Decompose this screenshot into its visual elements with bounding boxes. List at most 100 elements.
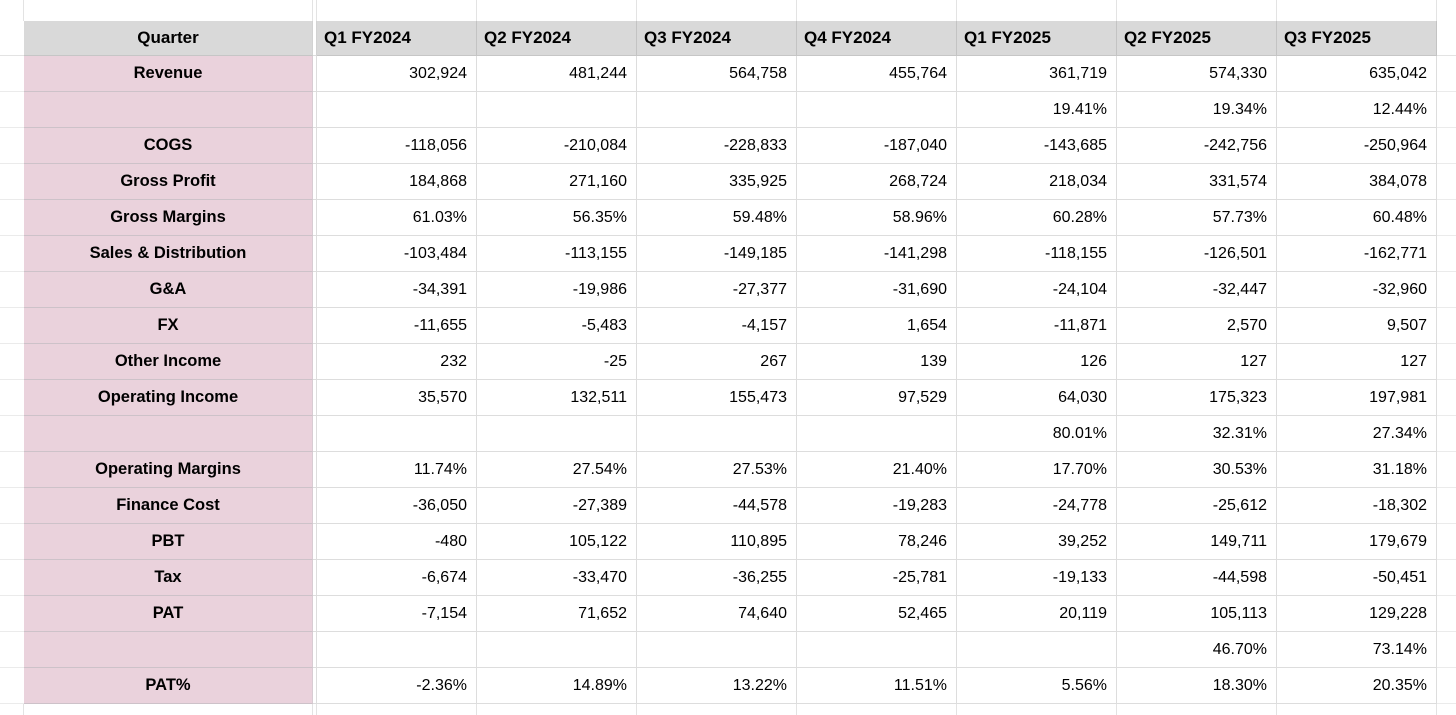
cell-sales-distribution-q2-fy2025[interactable]: -126,501 [1117, 236, 1277, 272]
cell-operating-income-q2-fy2025[interactable]: 175,323 [1117, 380, 1277, 416]
cell-g-a-q2-fy2025[interactable]: -32,447 [1117, 272, 1277, 308]
cell-revenue-q4-fy2024[interactable]: 455,764 [797, 56, 957, 92]
cell-finance-cost-q3-fy2024[interactable]: -44,578 [637, 488, 797, 524]
cell-pat-q2-fy2024[interactable]: 14.89% [477, 668, 637, 704]
cell-cogs-q1-fy2024[interactable]: -118,056 [317, 128, 477, 164]
cell-revenue-q1-fy2025[interactable]: 361,719 [957, 56, 1117, 92]
cell-blank-q3-fy2024[interactable] [637, 632, 797, 668]
cell-gross-margins-q1-fy2024[interactable]: 61.03% [317, 200, 477, 236]
cell-cogs-q3-fy2025[interactable]: -250,964 [1277, 128, 1437, 164]
header-cell-q3-fy2024[interactable]: Q3 FY2024 [637, 21, 797, 56]
cell-gross-profit-q3-fy2025[interactable]: 384,078 [1277, 164, 1437, 200]
cell-pat-q3-fy2024[interactable]: 13.22% [637, 668, 797, 704]
cell-fx-q3-fy2025[interactable]: 9,507 [1277, 308, 1437, 344]
cell-other-income-q4-fy2024[interactable]: 139 [797, 344, 957, 380]
cell-cogs-q2-fy2025[interactable]: -242,756 [1117, 128, 1277, 164]
cell-finance-cost-q3-fy2025[interactable]: -18,302 [1277, 488, 1437, 524]
cell-operating-margins-q3-fy2024[interactable]: 27.53% [637, 452, 797, 488]
cell-other-income-q1-fy2025[interactable]: 126 [957, 344, 1117, 380]
cell-other-income-q2-fy2024[interactable]: -25 [477, 344, 637, 380]
cell-blank-q2-fy2025[interactable]: 32.31% [1117, 416, 1277, 452]
row-label-gross-margins[interactable]: Gross Margins [24, 200, 313, 236]
cell-finance-cost-q1-fy2025[interactable]: -24,778 [957, 488, 1117, 524]
cell-pbt-q3-fy2025[interactable]: 179,679 [1277, 524, 1437, 560]
header-cell-quarter[interactable]: Quarter [24, 21, 313, 56]
cell-g-a-q1-fy2024[interactable]: -34,391 [317, 272, 477, 308]
row-label-pbt[interactable]: PBT [24, 524, 313, 560]
cell-sales-distribution-q1-fy2024[interactable]: -103,484 [317, 236, 477, 272]
cell-pbt-q3-fy2024[interactable]: 110,895 [637, 524, 797, 560]
cell-cogs-q2-fy2024[interactable]: -210,084 [477, 128, 637, 164]
cell-operating-margins-q1-fy2024[interactable]: 11.74% [317, 452, 477, 488]
cell-blank-q1-fy2025[interactable]: 80.01% [957, 416, 1117, 452]
cell-tax-q3-fy2025[interactable]: -50,451 [1277, 560, 1437, 596]
cell-tax-q2-fy2025[interactable]: -44,598 [1117, 560, 1277, 596]
cell-blank-q4-fy2024[interactable] [797, 416, 957, 452]
cell-pat-q2-fy2025[interactable]: 105,113 [1117, 596, 1277, 632]
cell-cogs-q4-fy2024[interactable]: -187,040 [797, 128, 957, 164]
cell-revenue-q3-fy2024[interactable]: 564,758 [637, 56, 797, 92]
cell-fx-q1-fy2024[interactable]: -11,655 [317, 308, 477, 344]
header-cell-q1-fy2024[interactable]: Q1 FY2024 [317, 21, 477, 56]
cell-blank-q3-fy2024[interactable] [637, 416, 797, 452]
cell-blank-q3-fy2025[interactable]: 27.34% [1277, 416, 1437, 452]
cell-g-a-q4-fy2024[interactable]: -31,690 [797, 272, 957, 308]
cell-gross-profit-q1-fy2025[interactable]: 218,034 [957, 164, 1117, 200]
cell-finance-cost-q1-fy2024[interactable]: -36,050 [317, 488, 477, 524]
row-label-revenue[interactable]: Revenue [24, 56, 313, 92]
cell-gross-margins-q1-fy2025[interactable]: 60.28% [957, 200, 1117, 236]
cell-sales-distribution-q1-fy2025[interactable]: -118,155 [957, 236, 1117, 272]
cell-blank-q1-fy2025[interactable] [957, 632, 1117, 668]
cell-operating-margins-q4-fy2024[interactable]: 21.40% [797, 452, 957, 488]
row-label-g-a[interactable]: G&A [24, 272, 313, 308]
cell-g-a-q2-fy2024[interactable]: -19,986 [477, 272, 637, 308]
header-cell-q2-fy2025[interactable]: Q2 FY2025 [1117, 21, 1277, 56]
cell-g-a-q3-fy2025[interactable]: -32,960 [1277, 272, 1437, 308]
cell-finance-cost-q4-fy2024[interactable]: -19,283 [797, 488, 957, 524]
row-label-tax[interactable]: Tax [24, 560, 313, 596]
row-label-other-income[interactable]: Other Income [24, 344, 313, 380]
cell-pat-q4-fy2024[interactable]: 11.51% [797, 668, 957, 704]
cell-sales-distribution-q3-fy2025[interactable]: -162,771 [1277, 236, 1437, 272]
cell-fx-q1-fy2025[interactable]: -11,871 [957, 308, 1117, 344]
cell-gross-margins-q3-fy2024[interactable]: 59.48% [637, 200, 797, 236]
cell-pat-q1-fy2025[interactable]: 20,119 [957, 596, 1117, 632]
row-label-fx[interactable]: FX [24, 308, 313, 344]
cell-fx-q2-fy2024[interactable]: -5,483 [477, 308, 637, 344]
cell-finance-cost-q2-fy2024[interactable]: -27,389 [477, 488, 637, 524]
cell-revenue-q2-fy2025[interactable]: 574,330 [1117, 56, 1277, 92]
cell-operating-income-q2-fy2024[interactable]: 132,511 [477, 380, 637, 416]
cell-sales-distribution-q2-fy2024[interactable]: -113,155 [477, 236, 637, 272]
row-label-pat[interactable]: PAT [24, 596, 313, 632]
cell-blank-q1-fy2024[interactable] [317, 92, 477, 128]
cell-fx-q3-fy2024[interactable]: -4,157 [637, 308, 797, 344]
row-label-pat[interactable]: PAT% [24, 668, 313, 704]
cell-blank-q1-fy2024[interactable] [317, 416, 477, 452]
cell-other-income-q2-fy2025[interactable]: 127 [1117, 344, 1277, 380]
cell-cogs-q3-fy2024[interactable]: -228,833 [637, 128, 797, 164]
cell-operating-income-q4-fy2024[interactable]: 97,529 [797, 380, 957, 416]
cell-pat-q1-fy2025[interactable]: 5.56% [957, 668, 1117, 704]
cell-pat-q3-fy2025[interactable]: 20.35% [1277, 668, 1437, 704]
cell-blank-q1-fy2024[interactable] [317, 632, 477, 668]
cell-pat-q3-fy2024[interactable]: 74,640 [637, 596, 797, 632]
cell-tax-q2-fy2024[interactable]: -33,470 [477, 560, 637, 596]
cell-operating-income-q1-fy2024[interactable]: 35,570 [317, 380, 477, 416]
cell-tax-q3-fy2024[interactable]: -36,255 [637, 560, 797, 596]
cell-gross-margins-q4-fy2024[interactable]: 58.96% [797, 200, 957, 236]
header-cell-q3-fy2025[interactable]: Q3 FY2025 [1277, 21, 1437, 56]
cell-finance-cost-q2-fy2025[interactable]: -25,612 [1117, 488, 1277, 524]
row-label-operating-margins[interactable]: Operating Margins [24, 452, 313, 488]
cell-operating-income-q3-fy2024[interactable]: 155,473 [637, 380, 797, 416]
cell-gross-profit-q3-fy2024[interactable]: 335,925 [637, 164, 797, 200]
cell-gross-profit-q4-fy2024[interactable]: 268,724 [797, 164, 957, 200]
cell-pbt-q2-fy2025[interactable]: 149,711 [1117, 524, 1277, 560]
cell-pat-q2-fy2024[interactable]: 71,652 [477, 596, 637, 632]
cell-gross-margins-q2-fy2025[interactable]: 57.73% [1117, 200, 1277, 236]
header-cell-q1-fy2025[interactable]: Q1 FY2025 [957, 21, 1117, 56]
cell-blank-q3-fy2025[interactable]: 73.14% [1277, 632, 1437, 668]
cell-revenue-q3-fy2025[interactable]: 635,042 [1277, 56, 1437, 92]
cell-revenue-q1-fy2024[interactable]: 302,924 [317, 56, 477, 92]
cell-tax-q4-fy2024[interactable]: -25,781 [797, 560, 957, 596]
cell-blank-q3-fy2024[interactable] [637, 92, 797, 128]
